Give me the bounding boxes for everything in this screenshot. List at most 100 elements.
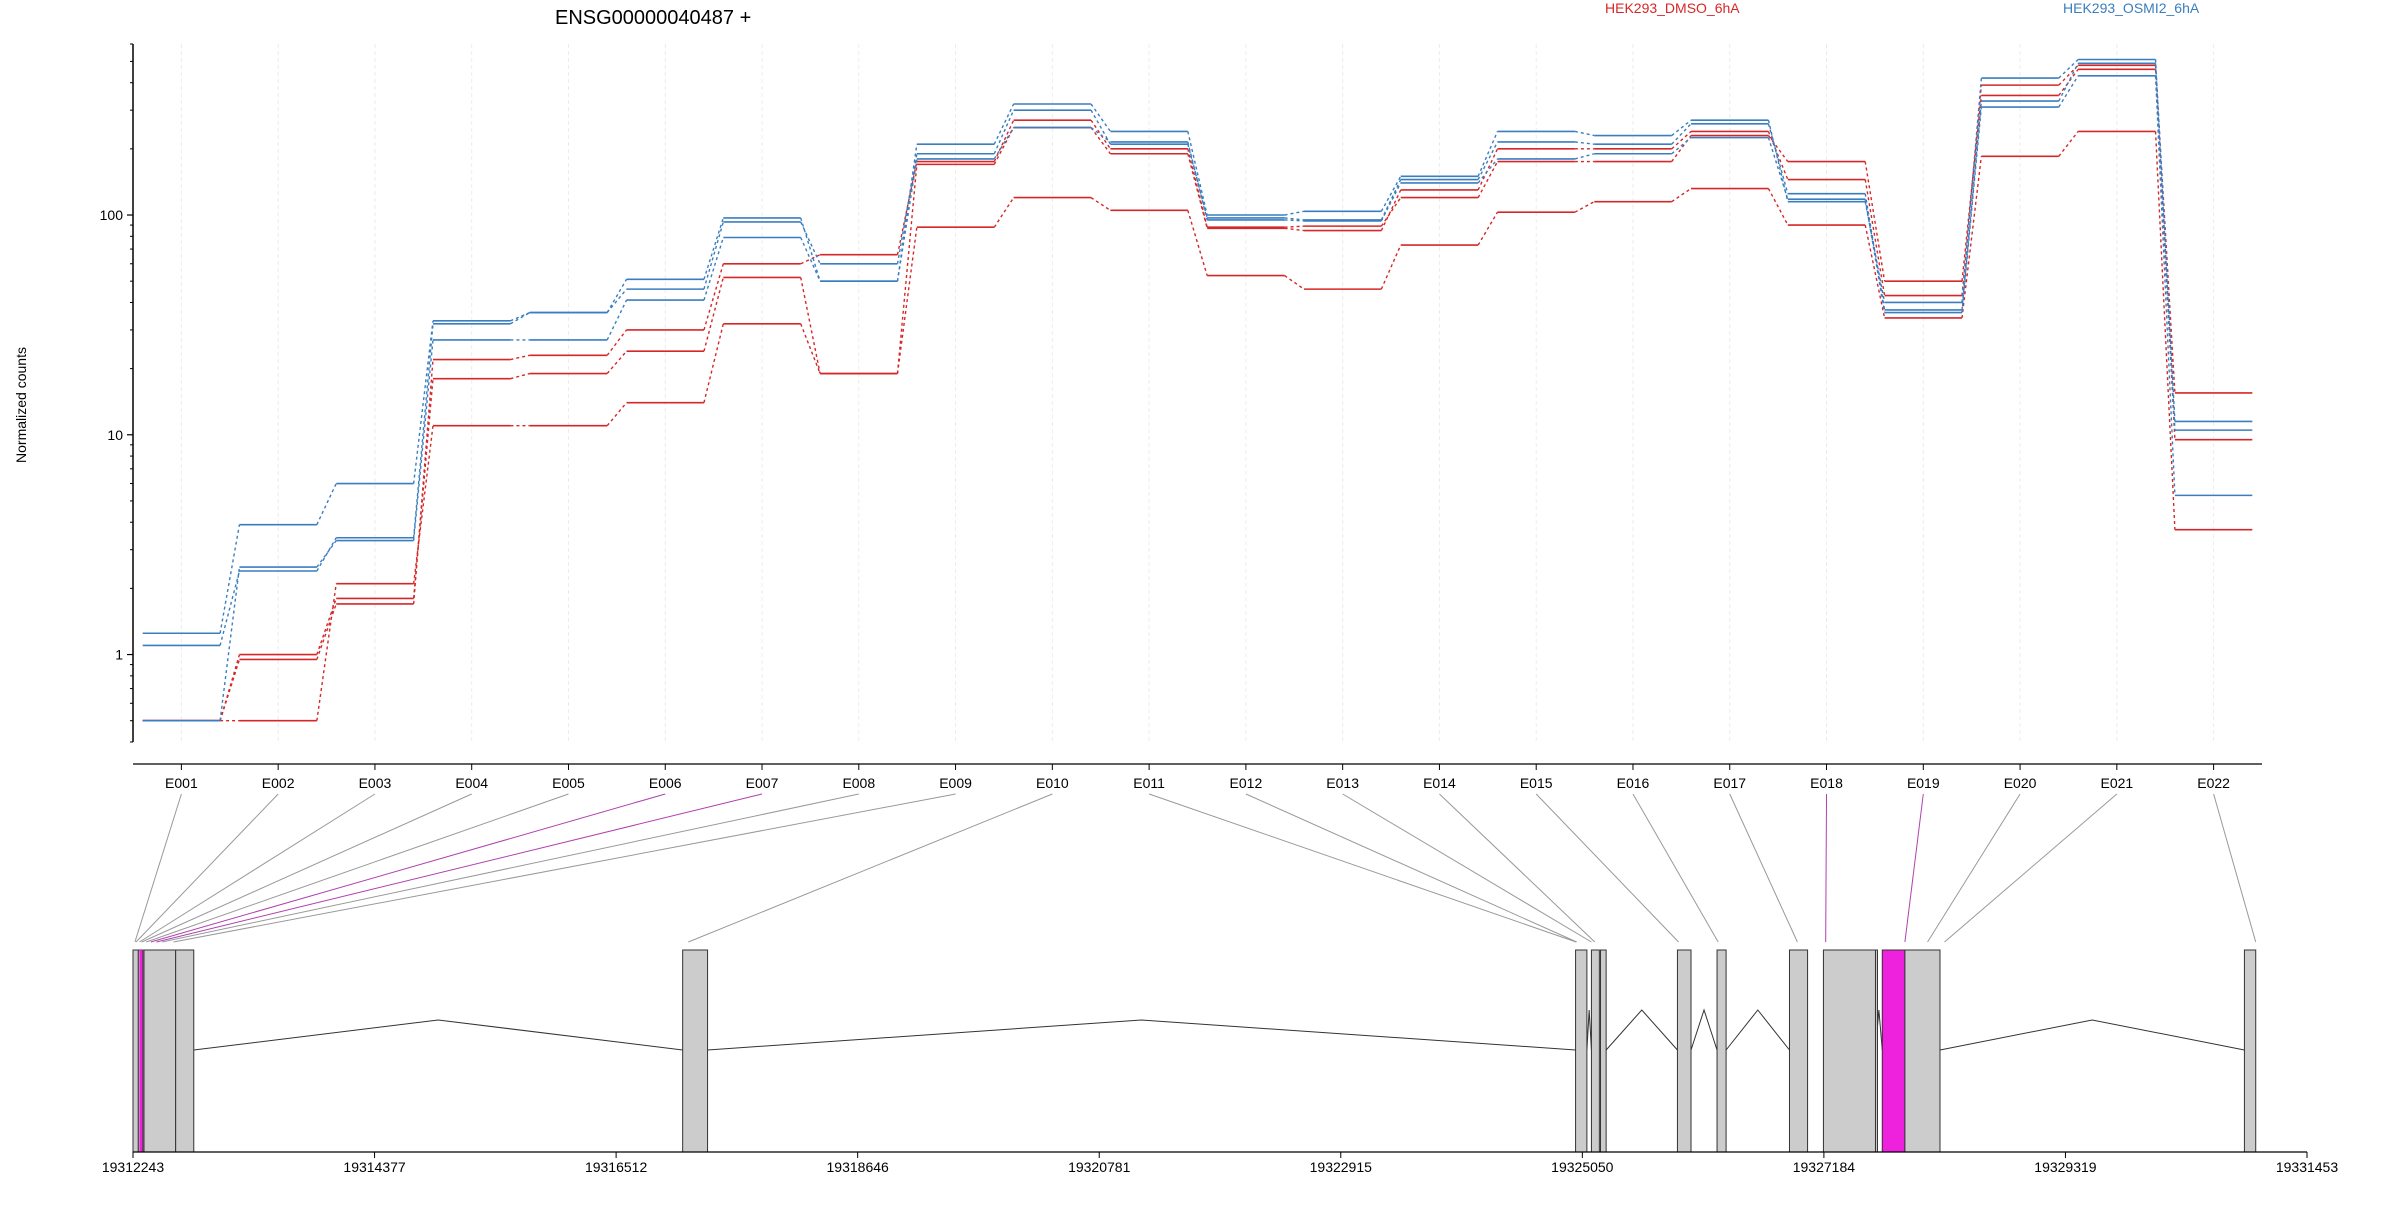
- bin-connector: [150, 793, 666, 943]
- exon-box: [1590, 949, 1600, 1153]
- series-connector: [1767, 120, 1789, 202]
- series-connector: [606, 329, 628, 356]
- exon-box: [1716, 949, 1727, 1153]
- series-connector: [993, 103, 1015, 145]
- series-connector: [1284, 219, 1304, 222]
- series-connector: [1187, 141, 1208, 221]
- intron-line: [1586, 1009, 1592, 1051]
- series-connector: [316, 583, 337, 721]
- series-connector: [896, 227, 918, 374]
- series-connector: [1864, 193, 1886, 311]
- series-connector: [1961, 106, 1983, 313]
- series-connector: [219, 654, 241, 721]
- series-connector: [800, 217, 821, 282]
- genomic-tick-label: 19314377: [343, 1159, 406, 1175]
- legend-dmso: HEK293_DMSO_6hA: [1605, 0, 1740, 16]
- series-connector: [219, 570, 241, 646]
- x-tick-label: E015: [1520, 775, 1553, 791]
- series-connector: [412, 425, 434, 584]
- series-connector: [703, 217, 724, 280]
- series-connector: [896, 153, 918, 264]
- y-tick-label: 1: [115, 647, 123, 663]
- x-tick-label: E009: [939, 775, 972, 791]
- y-tick-label: 100: [100, 207, 124, 223]
- x-tick-label: E022: [2197, 775, 2230, 791]
- series-connector: [1284, 210, 1305, 216]
- series-connector: [1671, 123, 1692, 145]
- series-connector: [1187, 210, 1208, 276]
- series-connector: [1767, 131, 1789, 180]
- series-connector: [1767, 188, 1789, 226]
- bin-connector: [134, 793, 182, 943]
- series-connector: [1090, 119, 1111, 150]
- series-connector: [1187, 131, 1208, 216]
- series-connector: [2058, 131, 2079, 157]
- series-connector: [606, 402, 628, 427]
- series-connector: [1864, 161, 1886, 282]
- bin-connector: [1927, 793, 2021, 943]
- series-connector: [412, 339, 434, 541]
- series-connector: [510, 354, 530, 361]
- intron-line: [1690, 1008, 1718, 1051]
- bin-connector: [173, 793, 956, 943]
- series-connector: [896, 144, 918, 282]
- bin-connector: [2213, 793, 2257, 943]
- genomic-tick-label: 19312243: [102, 1159, 165, 1175]
- bin-connector: [688, 793, 1053, 943]
- x-tick-label: E003: [359, 775, 392, 791]
- series-connector: [896, 164, 918, 374]
- y-tick-label: 10: [107, 427, 123, 443]
- exon-box: [132, 949, 139, 1153]
- series-connector: [606, 278, 628, 313]
- exon-box: [1575, 949, 1588, 1153]
- intron-line: [193, 1019, 683, 1051]
- series-connector: [1574, 130, 1595, 137]
- exon-box: [1676, 949, 1692, 1153]
- genomic-tick-label: 19322915: [1310, 1159, 1373, 1175]
- bin-connector: [1944, 793, 2118, 943]
- x-tick-label: E007: [746, 775, 779, 791]
- genomic-tick-label: 19320781: [1068, 1159, 1131, 1175]
- bin-connector: [1825, 793, 1828, 943]
- series-connector: [2058, 59, 2079, 79]
- bin-connector: [135, 793, 279, 943]
- x-tick-label: E004: [455, 775, 488, 791]
- x-tick-label: E001: [165, 775, 198, 791]
- bin-connector: [139, 793, 376, 943]
- bin-connector: [161, 793, 859, 943]
- bin-connector: [1245, 793, 1577, 943]
- intron-line: [1725, 1009, 1790, 1051]
- series-connector: [1380, 182, 1402, 222]
- genomic-tick-label: 19325050: [1551, 1159, 1614, 1175]
- series-connector: [993, 127, 1015, 160]
- series-connector: [1574, 153, 1595, 160]
- series-connector: [1671, 130, 1692, 150]
- series-connector: [1477, 141, 1499, 180]
- series-connector: [1767, 137, 1789, 200]
- series-connector: [703, 263, 724, 331]
- exon-box: [1822, 949, 1876, 1153]
- series-connector: [1187, 148, 1208, 228]
- series-connector: [1961, 100, 1983, 310]
- series-connector: [1090, 126, 1111, 143]
- genomic-tick-label: 19331453: [2276, 1159, 2339, 1175]
- series-connector: [2058, 63, 2079, 102]
- series-connector: [2058, 75, 2079, 108]
- series-connector: [1477, 161, 1499, 198]
- genomic-tick-label: 19318646: [827, 1159, 890, 1175]
- x-tick-label: E021: [2100, 775, 2133, 791]
- series-connector: [703, 323, 724, 403]
- series-connector: [993, 119, 1015, 162]
- series-connector: [1671, 137, 1692, 155]
- intron-line: [707, 1019, 1576, 1051]
- x-tick-label: E011: [1133, 775, 1165, 791]
- bin-connector: [1342, 793, 1592, 943]
- x-tick-label: E014: [1423, 775, 1456, 791]
- series-connector: [896, 158, 918, 282]
- series-connector: [993, 197, 1015, 228]
- series-connector: [1284, 275, 1305, 290]
- x-tick-label: E013: [1326, 775, 1359, 791]
- series-connector: [219, 524, 241, 634]
- series-connector: [1477, 211, 1499, 246]
